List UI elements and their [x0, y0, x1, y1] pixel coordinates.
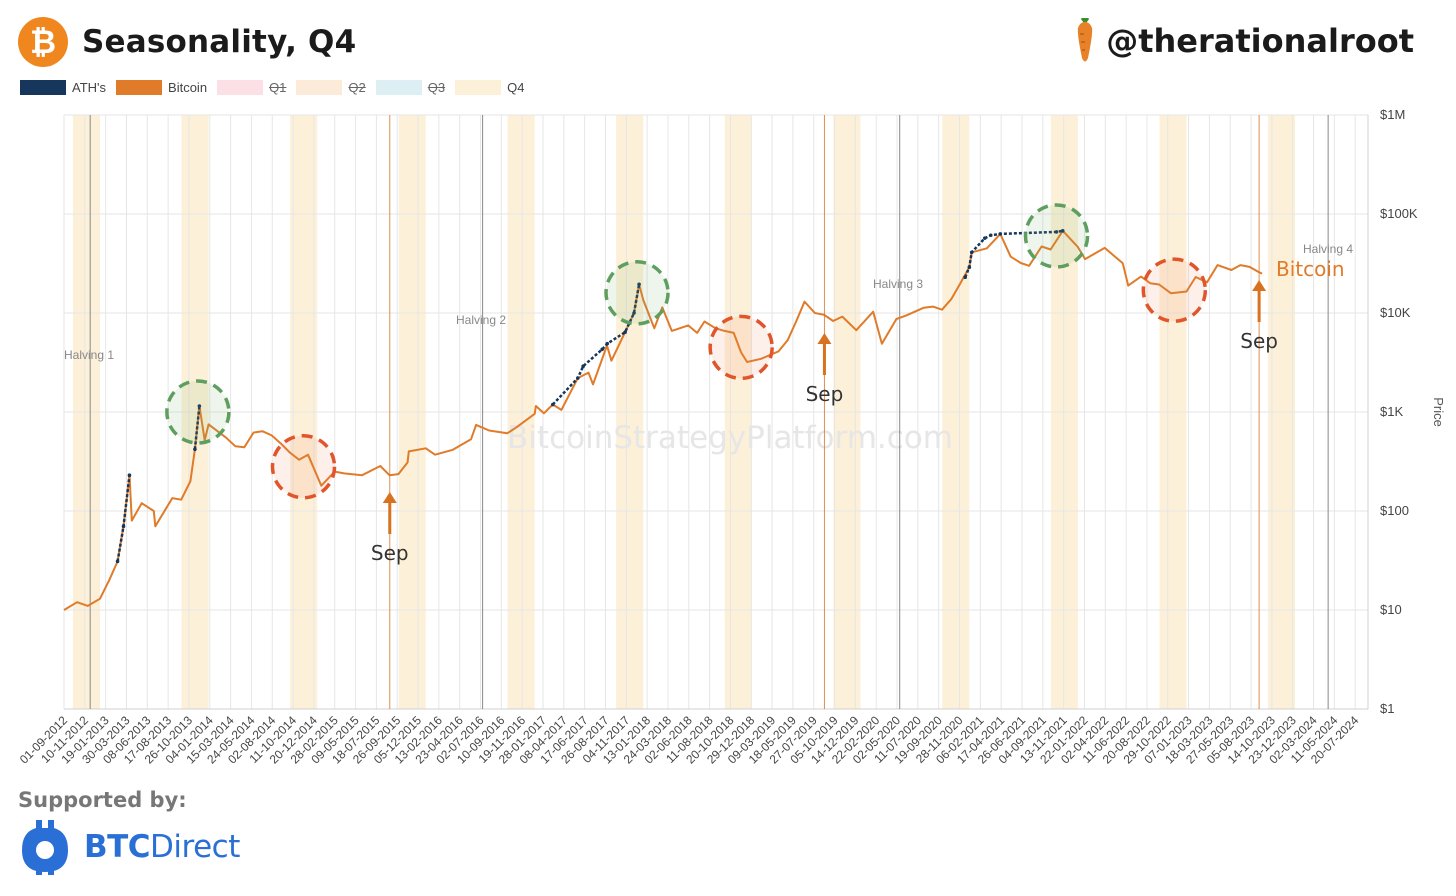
legend-swatch-q3 [375, 80, 422, 95]
legend-label: Q4 [507, 80, 525, 95]
ath-point [581, 364, 585, 369]
legend-label: Q2 [348, 80, 366, 95]
ath-point [637, 282, 641, 287]
sponsor-name: BTCDirect [84, 829, 240, 865]
legend-label: Q3 [427, 80, 446, 95]
halving-lines: Halving 1 Halving 2 Halving 3 Halving 4 [64, 115, 1353, 709]
y-tick-label: $10 [1380, 602, 1402, 617]
legend-item-q3[interactable]: Q3 [375, 80, 446, 95]
sep-label: Sep [806, 382, 844, 406]
author-handle[interactable]: @therationalroot [1072, 14, 1414, 68]
ath-point [988, 233, 993, 238]
ath-point [600, 347, 605, 352]
btc-direct-logo-icon [22, 820, 68, 875]
ath-point [121, 524, 126, 529]
y-tick-label: $1M [1380, 107, 1405, 122]
green-highlight-circle [165, 379, 231, 445]
series-line-ath [551, 284, 641, 406]
series-label-bitcoin: Bitcoin [1276, 257, 1345, 281]
legend-swatch-q1 [217, 80, 264, 95]
handle-text: @therationalroot [1106, 22, 1414, 60]
ath-point [983, 236, 987, 240]
ath-point [193, 447, 197, 452]
green-highlight-circle [1023, 203, 1090, 269]
sponsor-logo[interactable]: BTCDirect [20, 818, 240, 876]
y-tick-label: $100K [1380, 206, 1418, 221]
y-tick-label: $1K [1380, 404, 1403, 419]
y-tick-label: $1 [1380, 701, 1394, 716]
bitcoin-icon: ₿ [18, 17, 68, 67]
sep-arrow-head [817, 333, 832, 344]
y-axis: $1 $10 $100 $1K $10K $100K $1M [1380, 107, 1418, 716]
ath-point [1054, 230, 1059, 234]
ath-point [967, 265, 972, 270]
legend-item-q4[interactable]: Q4 [455, 80, 524, 95]
red-highlight-circle [708, 314, 774, 381]
ath-point [197, 404, 202, 408]
chart-header: ₿ Seasonality, Q4 [18, 14, 356, 70]
legend-label: ATH's [72, 80, 107, 95]
highlight-circles [165, 203, 1208, 500]
ath-point [969, 250, 974, 255]
legend-label: Q1 [269, 80, 287, 95]
sponsor-name-bold: BTC [84, 829, 151, 865]
sponsor-name-light: Direct [150, 829, 240, 865]
legend-item-q2[interactable]: Q2 [296, 80, 366, 95]
supported-by-label: Supported by: [18, 788, 187, 812]
y-tick-label: $10K [1380, 305, 1411, 320]
ath-point [551, 402, 555, 407]
chart-legend: ATH's Bitcoin Q1 Q2 Q3 Q4 [20, 80, 534, 95]
ath-point [998, 232, 1003, 236]
sep-markers: Sep Sep Sep [371, 115, 1278, 709]
sep-arrow-head [1252, 280, 1267, 291]
sep-label: Sep [371, 541, 409, 565]
sep-arrow-head [382, 492, 397, 503]
halving-label: Halving 3 [873, 277, 923, 291]
series-line-bitcoin [63, 229, 1263, 611]
legend-item-ath[interactable]: ATH's [20, 80, 106, 95]
chart-title: Seasonality, Q4 [82, 24, 357, 60]
carrot-icon [1078, 18, 1093, 62]
legend-item-q1[interactable]: Q1 [217, 80, 286, 95]
ath-point [623, 330, 627, 334]
ath-point [115, 559, 120, 564]
green-highlight-circle [604, 260, 670, 326]
grid [63, 114, 1369, 710]
red-highlight-circle [1141, 257, 1208, 323]
legend-swatch-bitcoin [116, 80, 163, 95]
series-line-ath [193, 405, 201, 450]
halving-label: Halving 4 [1303, 242, 1353, 256]
legend-label: Bitcoin [168, 80, 208, 95]
ath-point [632, 311, 636, 315]
ath-point [605, 341, 610, 346]
sep-label: Sep [1240, 329, 1278, 353]
legend-swatch-q4 [455, 80, 502, 95]
ath-point [1060, 229, 1065, 233]
y-tick-label: $100 [1380, 503, 1409, 518]
ath-point [963, 275, 967, 279]
x-axis: 01-09-201210-11-201219-01-201330-03-2013… [17, 713, 1362, 767]
y-axis-label: Price [1431, 397, 1446, 427]
ath-point [127, 473, 132, 477]
price-series [63, 229, 1263, 611]
watermark: BitcoinStrategyPlatform.com [507, 420, 953, 456]
ath-point [576, 376, 580, 380]
legend-swatch-ath [20, 80, 66, 95]
legend-swatch-q2 [296, 80, 343, 95]
legend-item-bitcoin[interactable]: Bitcoin [116, 80, 207, 95]
red-highlight-circle [270, 433, 337, 500]
halving-label: Halving 2 [456, 313, 506, 327]
halving-label: Halving 1 [64, 348, 114, 362]
